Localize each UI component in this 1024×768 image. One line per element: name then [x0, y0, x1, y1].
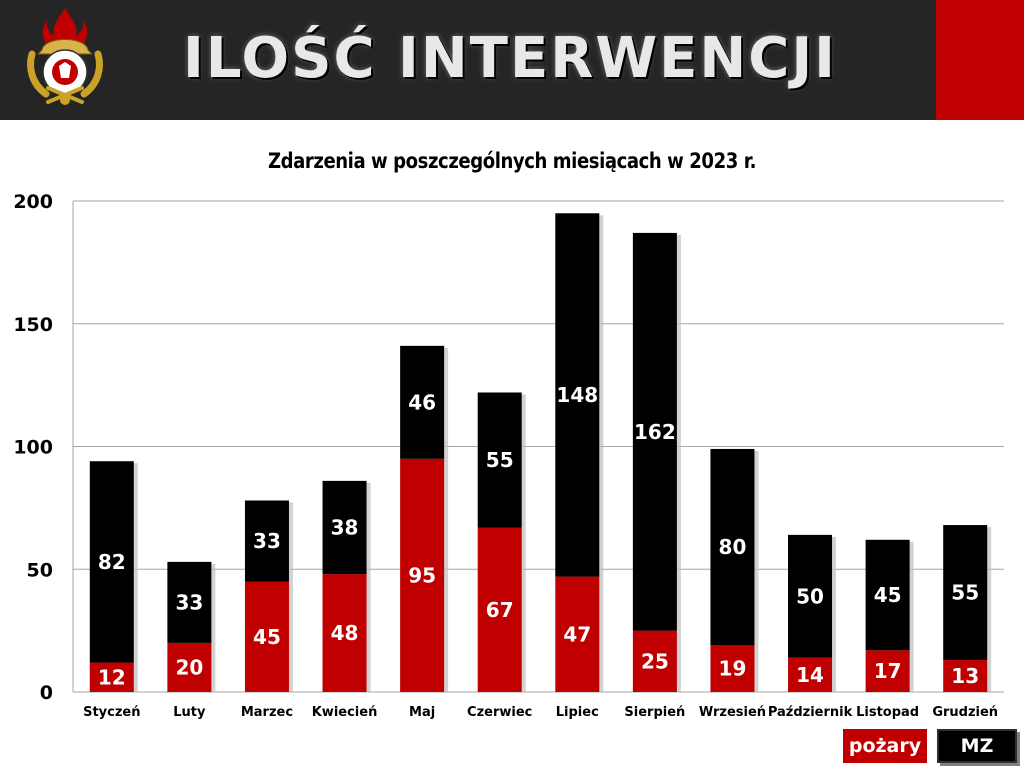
data-label-mz: 55	[951, 581, 979, 605]
bar-pozary	[89, 662, 134, 692]
bar-pozary	[710, 645, 755, 692]
x-tick-label: Maj	[409, 705, 435, 720]
bar-mz	[710, 448, 755, 646]
data-label-pozary: 25	[641, 649, 669, 673]
bar-mz	[943, 525, 988, 661]
data-label-pozary: 48	[331, 621, 359, 645]
x-tick-label: Styczeń	[83, 705, 140, 720]
data-label-pozary: 13	[951, 664, 979, 688]
header-bar: ILOŚĆ INTERWENCJI	[0, 0, 1024, 120]
bar-mz	[400, 345, 445, 459]
bar-mz	[555, 213, 600, 577]
bar-pozary	[865, 650, 910, 692]
bar-pozary	[555, 576, 600, 692]
data-label-mz: 162	[634, 420, 676, 444]
bar-pozary	[167, 642, 212, 692]
chart-title: Zdarzenia w poszczególnych miesiącach w …	[267, 149, 757, 173]
bar-mz	[322, 480, 367, 575]
bar-pozary	[943, 660, 988, 692]
data-label-mz: 82	[98, 550, 126, 574]
bar-pozary	[400, 458, 445, 692]
data-label-pozary: 17	[874, 659, 902, 683]
bar-pozary	[788, 657, 833, 692]
x-tick-label: Listopad	[856, 705, 919, 720]
y-tick-label: 100	[13, 437, 53, 459]
bar-mz	[244, 500, 289, 582]
data-label-pozary: 47	[563, 622, 591, 646]
y-tick-label: 200	[13, 191, 53, 213]
x-tick-label: Kwiecień	[312, 705, 378, 720]
data-label-mz: 33	[253, 529, 281, 553]
bar-pozary	[477, 527, 522, 692]
data-label-mz: 80	[719, 535, 747, 559]
bar-mz	[632, 232, 677, 631]
data-label-pozary: 45	[253, 625, 281, 649]
legend-mz: MZ	[937, 729, 1017, 763]
data-label-mz: 50	[796, 584, 824, 608]
header-accent	[936, 0, 1024, 120]
bar-pozary	[244, 581, 289, 692]
bar-pozary	[632, 630, 677, 692]
bar-mz	[89, 461, 134, 663]
bar-mz	[865, 539, 910, 651]
data-label-mz: 55	[486, 448, 514, 472]
y-tick-label: 50	[27, 559, 53, 581]
data-label-mz: 33	[175, 590, 203, 614]
x-tick-label: Lipiec	[556, 705, 599, 720]
page-title: ILOŚĆ INTERWENCJI	[183, 26, 837, 91]
data-label-pozary: 19	[719, 657, 747, 681]
data-label-pozary: 67	[486, 598, 514, 622]
y-tick-label: 0	[40, 682, 53, 704]
x-tick-label: Luty	[173, 705, 206, 720]
x-tick-label: Czerwiec	[467, 705, 532, 720]
data-label-mz: 46	[408, 390, 436, 414]
x-tick-label: Wrzesień	[699, 705, 766, 720]
data-label-mz: 148	[556, 383, 598, 407]
y-tick-label: 150	[13, 314, 53, 336]
x-tick-label: Marzec	[241, 705, 293, 720]
legend-fire: pożary	[843, 729, 927, 763]
bar-pozary	[322, 574, 367, 692]
x-tick-label: Sierpień	[624, 705, 685, 720]
x-tick-label: Październik	[768, 705, 853, 720]
x-tick-label: Grudzień	[932, 705, 998, 720]
data-label-pozary: 14	[796, 663, 824, 687]
fire-service-emblem-icon	[27, 8, 103, 105]
bar-mz	[167, 561, 212, 643]
data-label-mz: 38	[331, 516, 359, 540]
data-label-pozary: 95	[408, 563, 436, 587]
bar-mz	[788, 534, 833, 658]
bar-mz	[477, 392, 522, 528]
data-label-pozary: 12	[98, 665, 126, 689]
data-label-pozary: 20	[175, 655, 203, 679]
data-label-mz: 45	[874, 583, 902, 607]
